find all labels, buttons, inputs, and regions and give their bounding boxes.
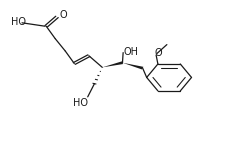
Text: O: O <box>155 49 162 58</box>
Polygon shape <box>123 63 143 69</box>
Text: OH: OH <box>123 47 139 57</box>
Text: HO: HO <box>73 98 88 108</box>
Text: O: O <box>59 10 67 20</box>
Text: HO: HO <box>11 17 26 27</box>
Polygon shape <box>102 61 123 67</box>
